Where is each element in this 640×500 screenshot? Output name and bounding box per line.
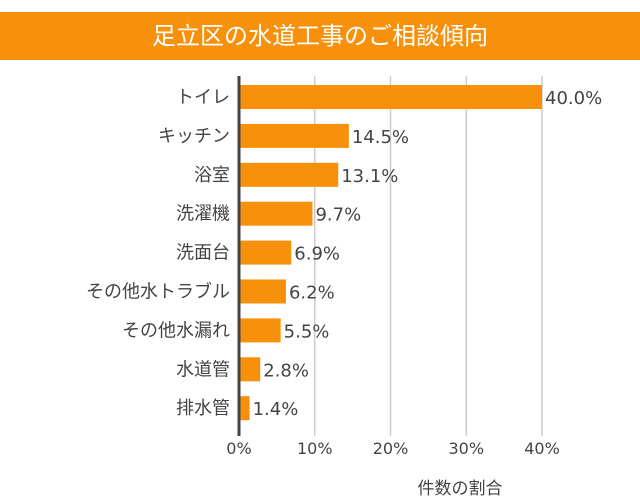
data-label: 13.1% <box>341 166 398 187</box>
bar <box>239 123 349 148</box>
bar <box>239 279 286 304</box>
data-label: 6.2% <box>289 283 335 304</box>
category-label: 洗濯機 <box>176 204 230 225</box>
bar <box>239 162 339 187</box>
chart-title: 足立区の水道工事のご相談傾向 <box>0 12 640 60</box>
bar <box>239 318 281 343</box>
bar <box>239 357 261 382</box>
category-label: 水道管 <box>176 359 230 380</box>
category-label: 排水管 <box>176 398 230 419</box>
category-label: その他水漏れ <box>122 320 230 341</box>
x-tick-label: 20% <box>373 439 409 458</box>
category-label: キッチン <box>158 126 230 147</box>
category-label: トイレ <box>176 87 230 108</box>
x-tick-label: 10% <box>297 439 333 458</box>
bar <box>239 201 313 226</box>
data-label: 2.8% <box>263 360 309 381</box>
x-tick-label: 40% <box>524 439 560 458</box>
category-label: 洗面台 <box>176 243 230 264</box>
bar <box>239 396 250 421</box>
data-label: 5.5% <box>284 321 330 342</box>
data-label: 40.0% <box>545 88 602 109</box>
category-label: 浴室 <box>194 165 230 186</box>
data-label: 9.7% <box>315 205 361 226</box>
bar <box>239 240 292 265</box>
x-tick-label: 30% <box>448 439 484 458</box>
category-label: その他水トラブル <box>86 281 230 303</box>
data-label: 1.4% <box>253 399 299 420</box>
data-label: 14.5% <box>352 127 409 148</box>
x-axis-title: 件数の割合 <box>418 479 503 499</box>
data-label: 6.9% <box>294 244 340 265</box>
bar <box>239 85 542 109</box>
x-tick-label: 0% <box>226 439 251 458</box>
